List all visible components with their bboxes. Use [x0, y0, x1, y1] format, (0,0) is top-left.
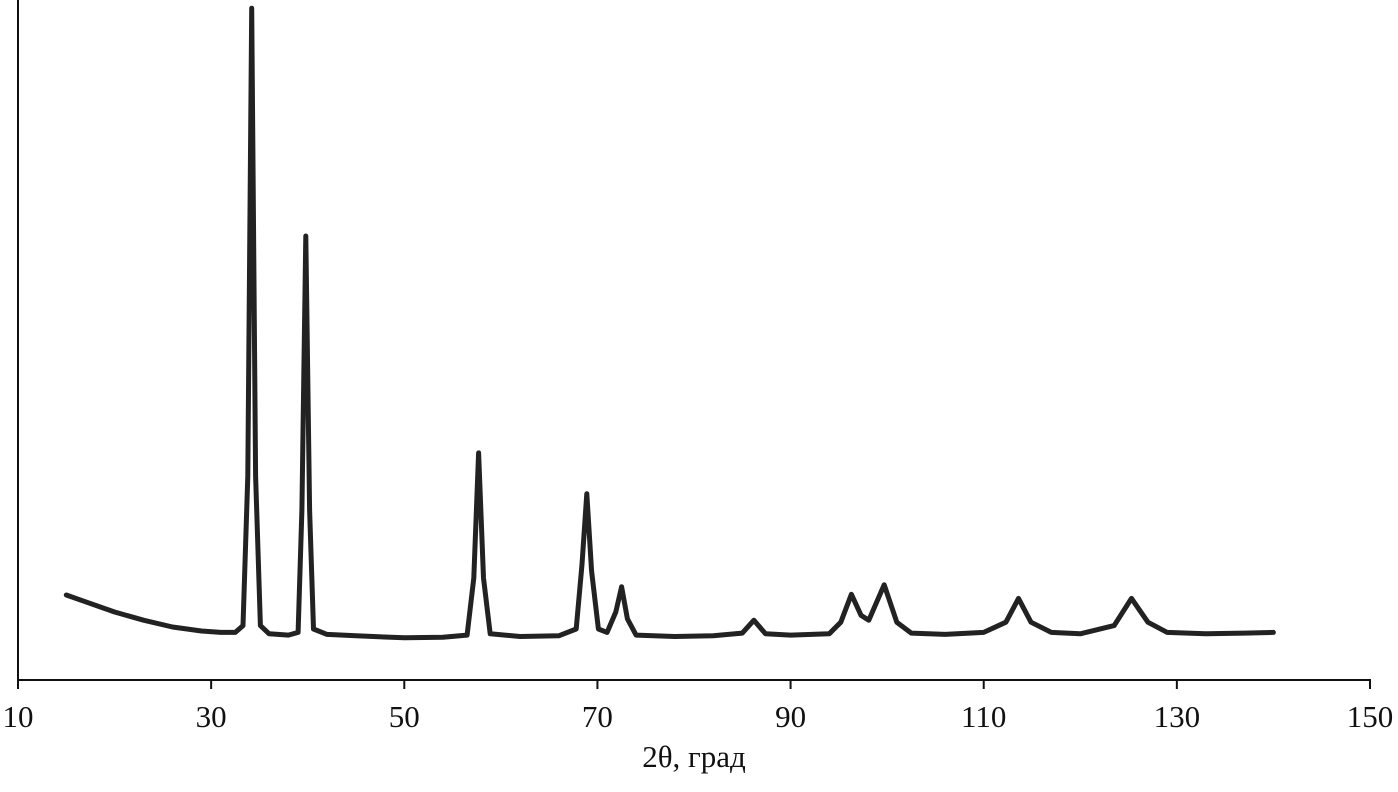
- x-tick-label: 70: [582, 699, 613, 734]
- x-tick-label: 10: [3, 699, 34, 734]
- x-axis-label: 2θ, град: [642, 739, 746, 774]
- x-tick-label: 110: [961, 699, 1006, 734]
- data-line: [63, 5, 1276, 641]
- x-tick-label: 150: [1347, 699, 1394, 734]
- x-tick-label: 130: [1154, 699, 1201, 734]
- x-tick-label: 50: [389, 699, 420, 734]
- x-tick-label: 30: [196, 699, 227, 734]
- x-tick-label: 90: [775, 699, 806, 734]
